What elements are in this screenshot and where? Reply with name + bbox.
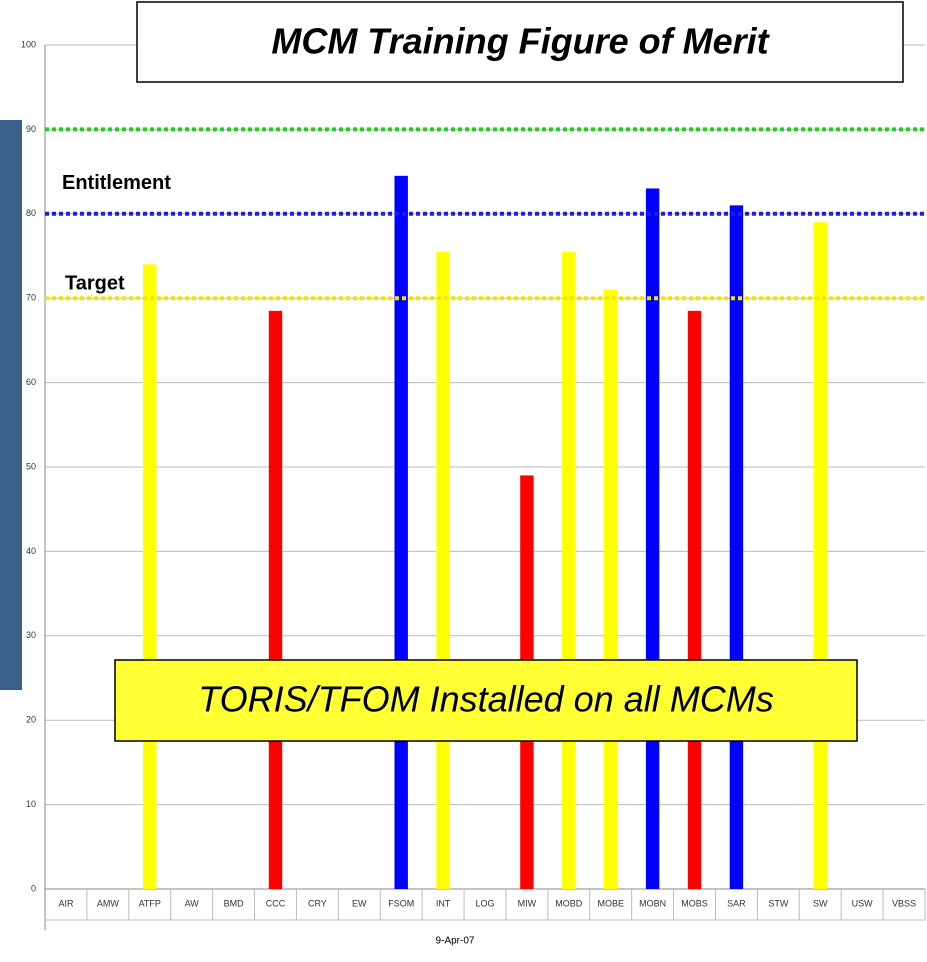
- x-tick-label: INT: [436, 898, 451, 908]
- reference-label: Target: [65, 272, 125, 294]
- y-tick-label: 60: [26, 377, 36, 387]
- bar: [688, 311, 701, 889]
- y-tick-label: 30: [26, 630, 36, 640]
- x-tick-label: EW: [352, 898, 367, 908]
- x-tick-label: SW: [813, 898, 828, 908]
- y-tick-label: 10: [26, 799, 36, 809]
- x-tick-label: CRY: [308, 898, 327, 908]
- x-tick-label: CCC: [266, 898, 286, 908]
- y-tick-label: 0: [31, 883, 36, 893]
- x-tick-label: FSOM: [388, 898, 414, 908]
- bar: [562, 252, 575, 889]
- x-axis-label: 9-Apr-07: [436, 936, 475, 947]
- x-tick-label: VBSS: [892, 898, 916, 908]
- x-tick-label: SAR: [727, 898, 746, 908]
- background-fragment: [0, 120, 22, 690]
- bar: [814, 222, 827, 889]
- chart: 0 10 20 30 40 50 60 70 80 90 100 AIR AMW ATFP AW BMD CCC…: [0, 0, 927, 962]
- bar: [394, 176, 407, 889]
- x-tick-label: LOG: [475, 898, 494, 908]
- y-tick-label: 70: [26, 293, 36, 303]
- x-tick-label: AW: [185, 898, 200, 908]
- y-tick-label: 40: [26, 546, 36, 556]
- bar: [604, 290, 617, 889]
- x-tick-label: MOBE: [597, 898, 624, 908]
- x-tick-label: STW: [768, 898, 789, 908]
- x-tick-label: ATFP: [139, 898, 161, 908]
- x-tick-label: AMW: [97, 898, 120, 908]
- y-tick-label: 20: [26, 715, 36, 725]
- bar: [269, 311, 282, 889]
- x-tick-label: MIW: [518, 898, 537, 908]
- bar: [436, 252, 449, 889]
- bar: [143, 264, 156, 889]
- y-tick-label: 80: [26, 208, 36, 218]
- y-tick-label: 90: [26, 124, 36, 134]
- chart-title: MCM Training Figure of Merit: [271, 21, 770, 62]
- x-tick-label: MOBN: [639, 898, 666, 908]
- y-tick-label: 100: [21, 39, 36, 49]
- x-tick-label: BMD: [224, 898, 245, 908]
- reference-label: Entitlement: [62, 172, 171, 194]
- x-tick-label: AIR: [58, 898, 74, 908]
- y-tick-label: 50: [26, 461, 36, 471]
- bar: [646, 188, 659, 889]
- x-tick-label: USW: [852, 898, 874, 908]
- bar: [730, 205, 743, 889]
- x-tick-label: MOBS: [681, 898, 708, 908]
- annotation: TORIS/TFOM Installed on all MCMs: [198, 679, 773, 720]
- x-tick-label: MOBD: [555, 898, 583, 908]
